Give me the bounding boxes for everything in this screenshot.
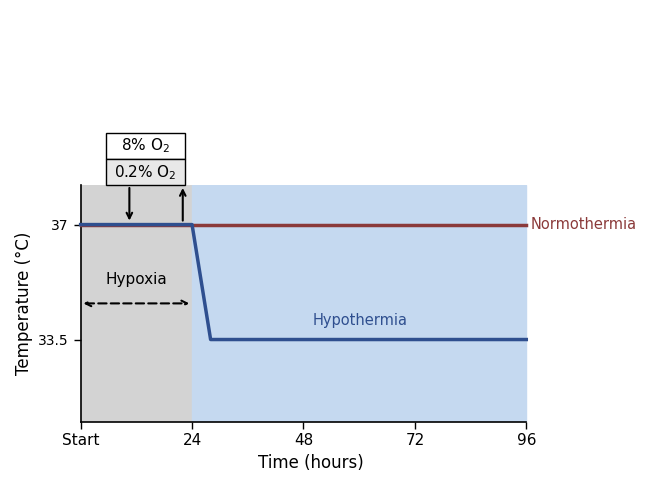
Bar: [106, 159, 185, 185]
Bar: [81, 185, 192, 422]
Text: 8% O$_2$: 8% O$_2$: [121, 137, 170, 155]
Bar: [106, 133, 185, 159]
X-axis label: Time (hours): Time (hours): [258, 454, 363, 472]
Text: Hypoxia: Hypoxia: [105, 272, 167, 287]
Text: Normothermia: Normothermia: [531, 217, 637, 232]
Y-axis label: Temperature (°C): Temperature (°C): [14, 232, 33, 375]
Bar: [192, 185, 526, 422]
Text: Hypothermia: Hypothermia: [312, 313, 408, 328]
Text: 0.2% O$_2$: 0.2% O$_2$: [115, 163, 177, 182]
